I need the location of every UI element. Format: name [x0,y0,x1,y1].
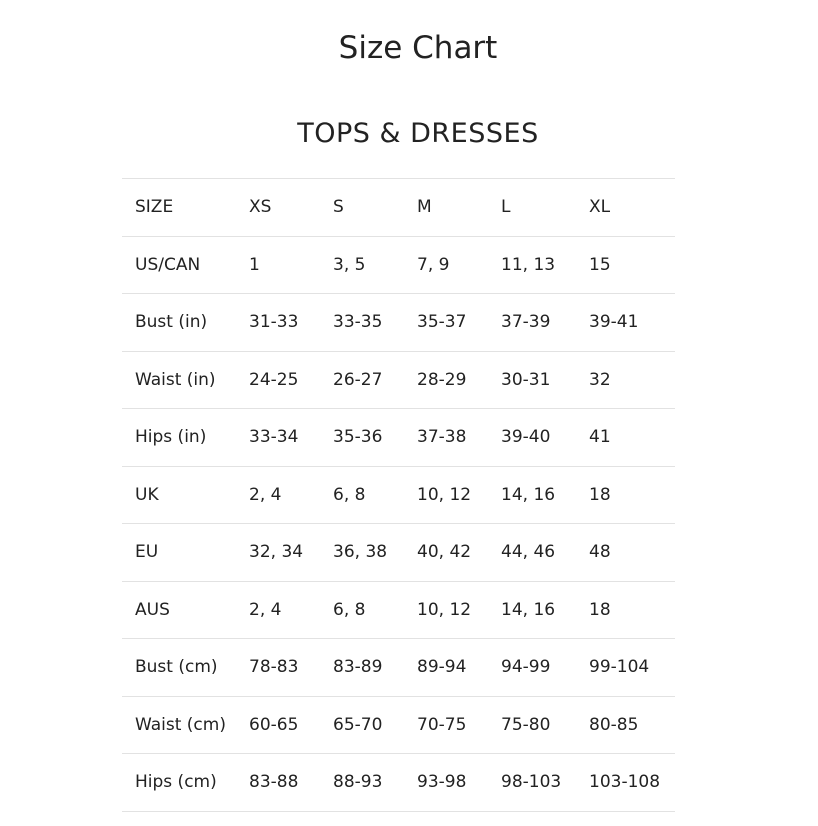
table-cell: 83-88 [249,772,299,793]
table-row: AUS 2, 4 6, 8 10, 12 14, 16 18 [122,581,675,639]
table-cell: 18 [589,599,611,620]
section-title: TOPS & DRESSES [297,118,539,149]
table-row: Waist (in) 24-25 26-27 28-29 30-31 32 [122,351,675,409]
table-row: Bust (in) 31-33 33-35 35-37 37-39 39-41 [122,293,675,352]
table-row: Waist (cm) 60-65 65-70 70-75 75-80 80-85 [122,696,675,754]
table-cell: 11, 13 [501,254,556,275]
row-label: Waist (in) [135,369,216,390]
table-cell: 75-80 [501,714,551,735]
table-cell: 37-38 [417,427,467,448]
table-cell: 32, 34 [249,542,304,563]
row-label: Hips (in) [135,427,207,448]
table-cell: 41 [589,427,611,448]
table-cell: 32 [589,369,611,390]
row-label: Hips (cm) [135,772,217,793]
table-cell: 30-31 [501,369,551,390]
table-cell: 70-75 [417,714,467,735]
table-cell: 40, 42 [417,542,472,563]
table-cell: 33-35 [333,312,383,333]
table-cell: 10, 12 [417,484,472,505]
table-cell: 2, 4 [249,599,282,620]
table-cell: 14, 16 [501,599,556,620]
table-cell: 39-41 [589,312,639,333]
size-chart-table: SIZE XS S M L XL US/CAN 1 3, 5 7, 9 11, 13 15 Bust (… [122,178,675,812]
table-cell: XL [589,197,611,218]
table-cell: 89-94 [417,657,467,678]
table-cell: 65-70 [333,714,383,735]
table-cell: 98-103 [501,772,562,793]
row-label: UK [135,484,159,505]
table-cell: XS [249,197,272,218]
table-cell: 44, 46 [501,542,556,563]
row-label: AUS [135,599,170,620]
table-row: Hips (cm) 83-88 88-93 93-98 98-103 103-108 [122,753,675,811]
table-cell: 26-27 [333,369,383,390]
table-cell: S [333,197,344,218]
table-cell: 99-104 [589,657,650,678]
table-cell: 33-34 [249,427,299,448]
table-header-row: SIZE XS S M L XL [122,178,675,237]
table-cell: 94-99 [501,657,551,678]
table-cell: 48 [589,542,611,563]
table-cell: 7, 9 [417,254,450,275]
table-cell: 103-108 [589,772,661,793]
table-cell: 36, 38 [333,542,388,563]
table-cell: 39-40 [501,427,551,448]
table-cell: L [501,197,511,218]
table-cell: 80-85 [589,714,639,735]
table-cell: 14, 16 [501,484,556,505]
table-row: Bust (cm) 78-83 83-89 89-94 94-99 99-104 [122,638,675,697]
table-cell: M [417,197,432,218]
table-cell: 6, 8 [333,599,366,620]
table-cell: 83-89 [333,657,383,678]
table-row: Hips (in) 33-34 35-36 37-38 39-40 41 [122,408,675,467]
row-label: Bust (cm) [135,657,218,678]
table-cell: 88-93 [333,772,383,793]
table-cell: 60-65 [249,714,299,735]
table-cell: 10, 12 [417,599,472,620]
table-cell: 37-39 [501,312,551,333]
table-row: EU 32, 34 36, 38 40, 42 44, 46 48 [122,523,675,582]
table-row: US/CAN 1 3, 5 7, 9 11, 13 15 [122,236,675,294]
table-cell: 18 [589,484,611,505]
table-cell: 35-37 [417,312,467,333]
table-cell: 35-36 [333,427,383,448]
table-cell: 78-83 [249,657,299,678]
table-cell: 31-33 [249,312,299,333]
row-label: SIZE [135,197,174,218]
table-cell: 6, 8 [333,484,366,505]
table-cell: 3, 5 [333,254,366,275]
row-label: EU [135,542,159,563]
table-cell: 15 [589,254,611,275]
table-cell: 2, 4 [249,484,282,505]
table-row: UK 2, 4 6, 8 10, 12 14, 16 18 [122,466,675,524]
page-title: Size Chart [338,30,498,66]
table-cell: 24-25 [249,369,299,390]
row-label: Bust (in) [135,312,208,333]
table-cell: 28-29 [417,369,467,390]
row-label: US/CAN [135,254,201,275]
row-label: Waist (cm) [135,714,226,735]
table-cell: 93-98 [417,772,467,793]
table-cell: 1 [249,254,260,275]
